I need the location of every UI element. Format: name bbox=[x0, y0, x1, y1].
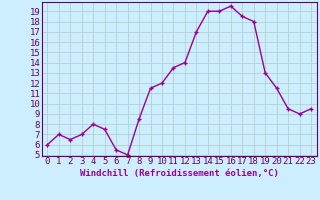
X-axis label: Windchill (Refroidissement éolien,°C): Windchill (Refroidissement éolien,°C) bbox=[80, 169, 279, 178]
